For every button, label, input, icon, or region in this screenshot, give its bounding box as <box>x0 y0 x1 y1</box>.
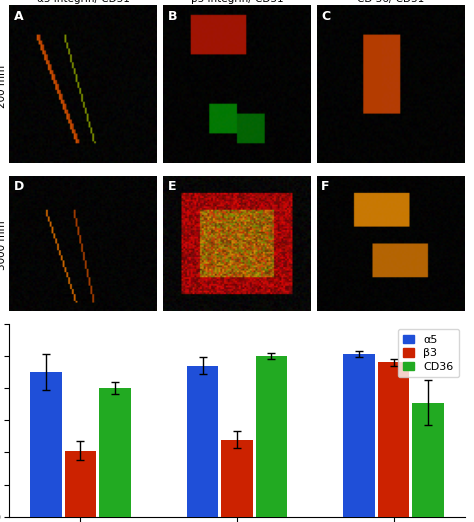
Text: F: F <box>321 180 330 193</box>
Legend: α5, β3, CD36: α5, β3, CD36 <box>398 329 459 377</box>
Bar <box>221 440 253 517</box>
Bar <box>255 356 287 517</box>
Bar <box>412 402 444 517</box>
Title: α5 integrin/ CD31: α5 integrin/ CD31 <box>37 0 130 5</box>
Bar <box>187 365 219 517</box>
Y-axis label: 200 mm³: 200 mm³ <box>0 61 7 108</box>
Bar <box>99 388 131 517</box>
Text: C: C <box>321 10 330 23</box>
Text: E: E <box>168 180 176 193</box>
Bar <box>64 451 96 517</box>
Text: A: A <box>14 10 24 23</box>
Text: B: B <box>168 10 177 23</box>
Title: CD 36/ CD31: CD 36/ CD31 <box>357 0 424 5</box>
Title: β3 integrin/ CD31: β3 integrin/ CD31 <box>191 0 283 5</box>
Bar <box>343 354 375 517</box>
Bar <box>378 362 410 517</box>
Y-axis label: 3000 mm³: 3000 mm³ <box>0 217 7 270</box>
Text: D: D <box>14 180 24 193</box>
Bar <box>30 372 62 517</box>
